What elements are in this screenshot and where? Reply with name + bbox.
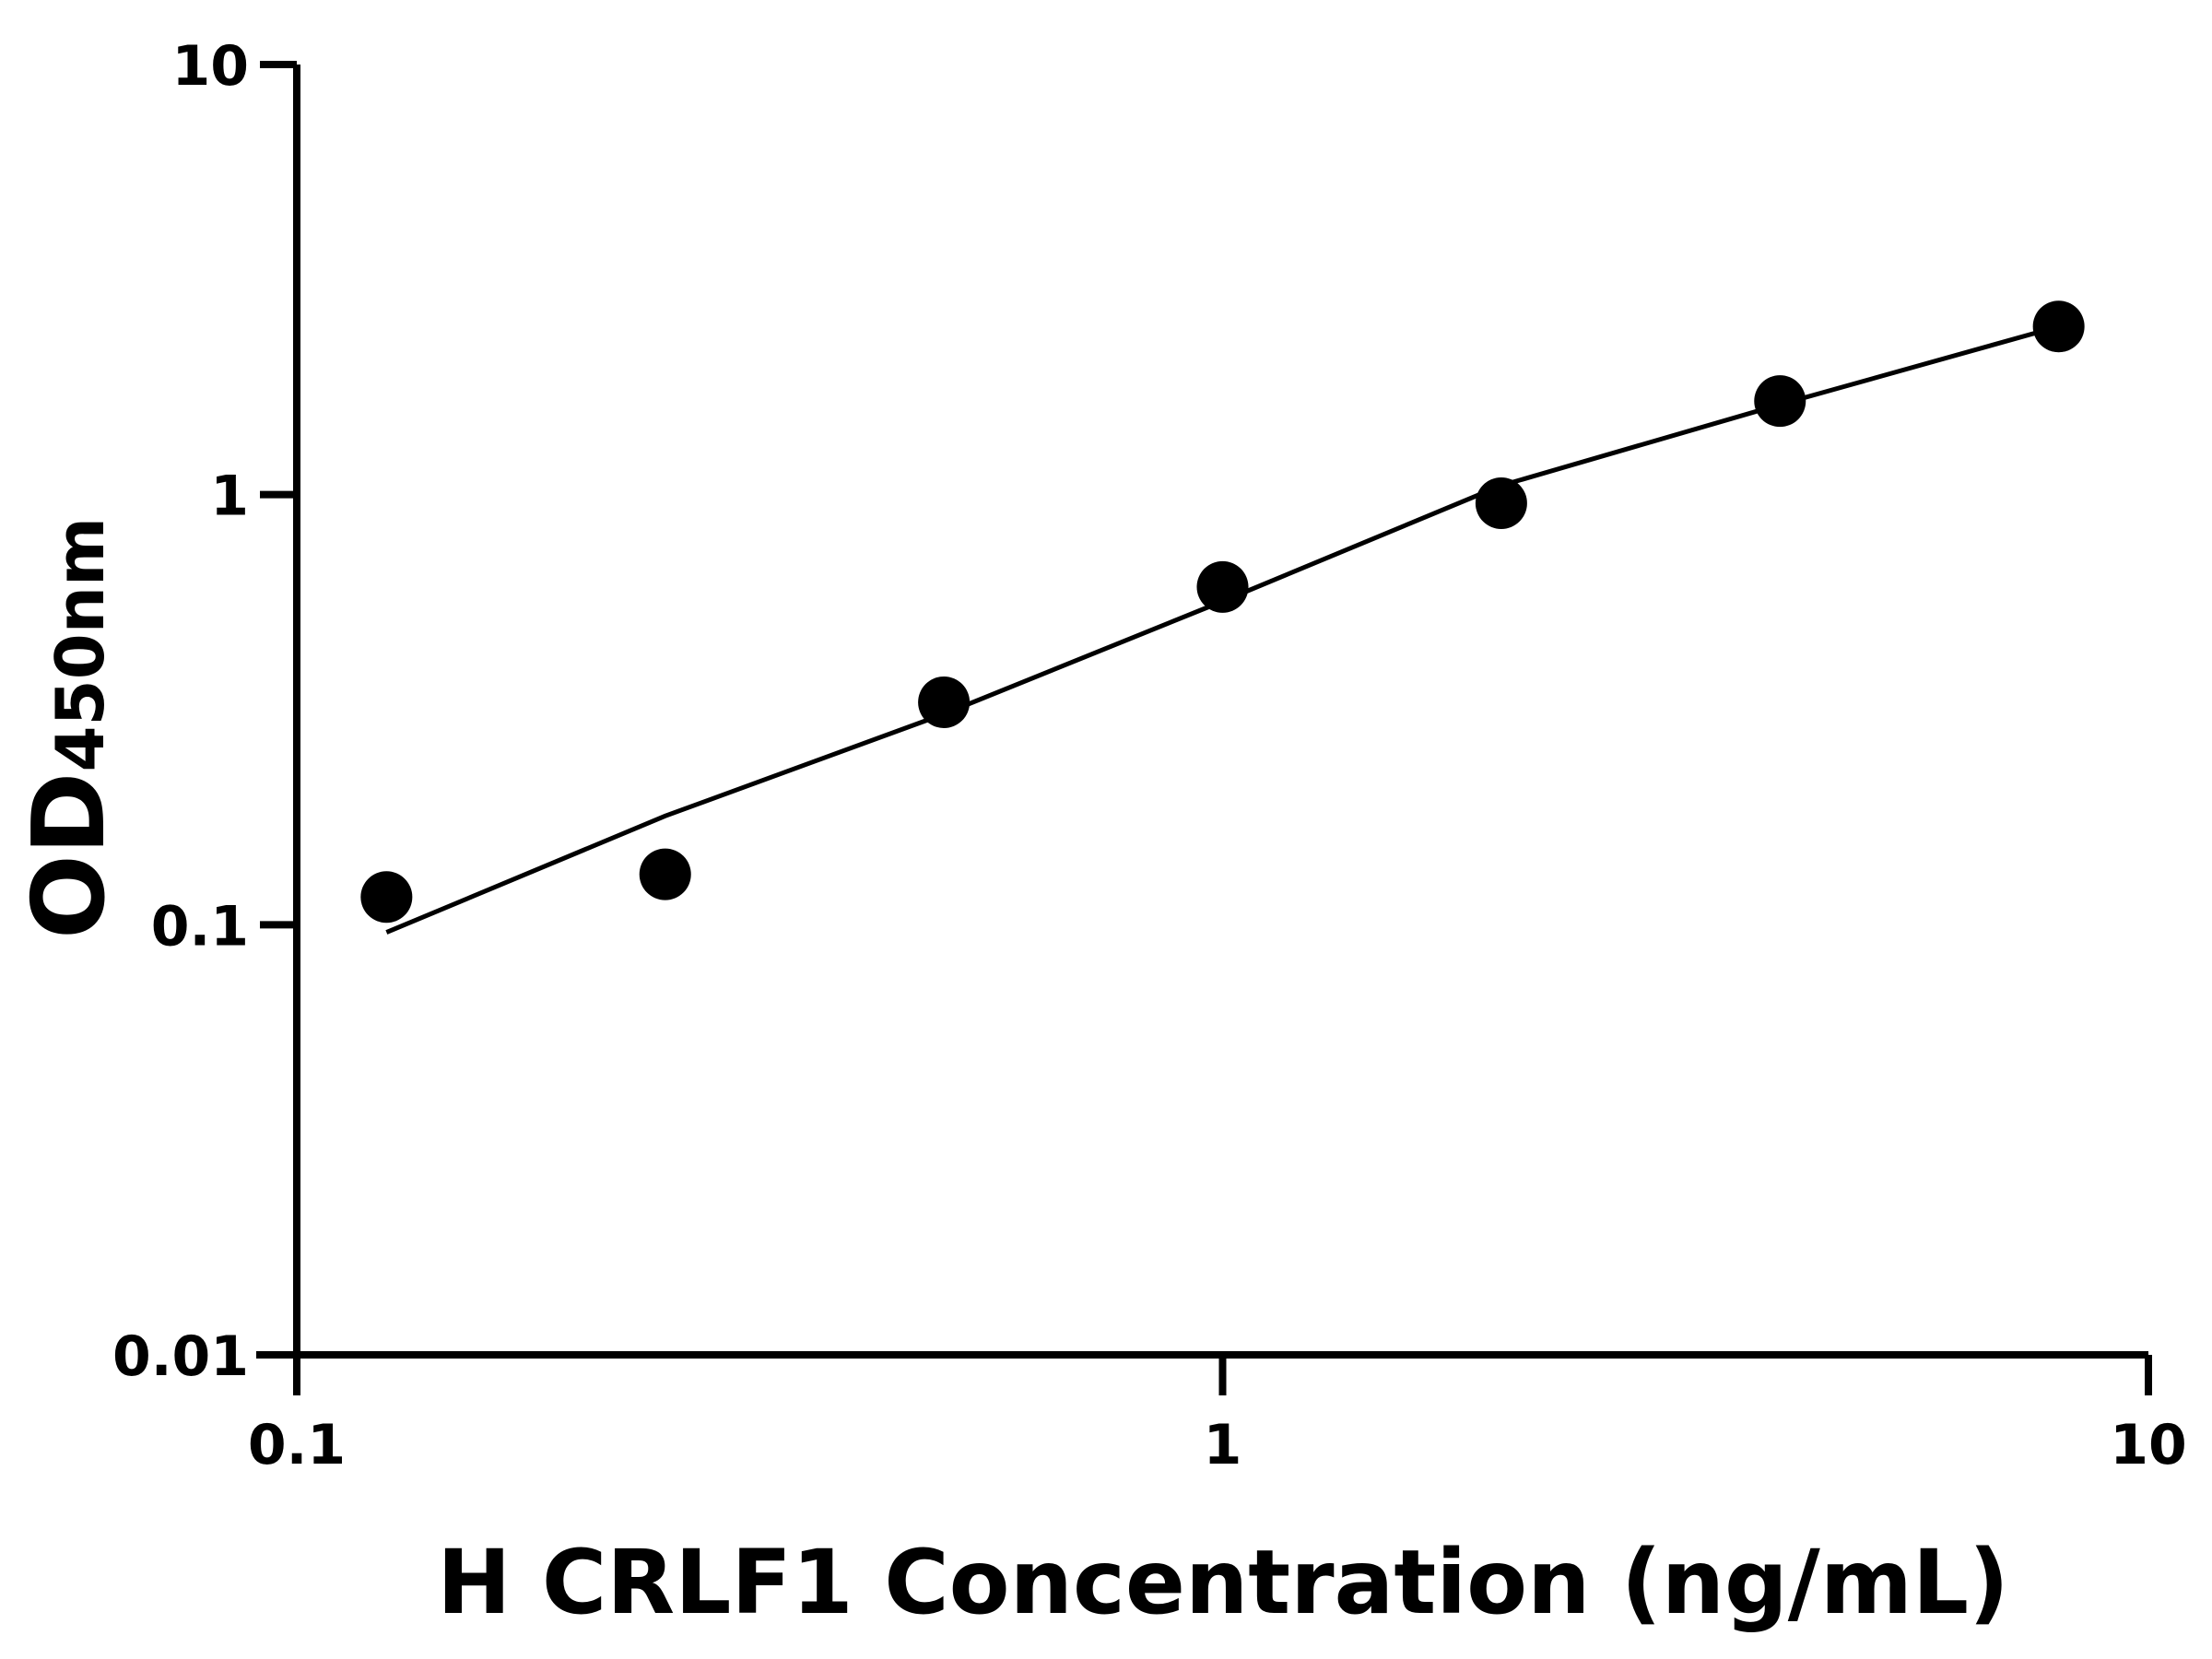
x-tick-label: 1 xyxy=(1204,1413,1242,1477)
y-tick-label: 1 xyxy=(210,465,249,529)
data-point xyxy=(360,871,413,924)
y-label-main: OD xyxy=(12,772,127,939)
data-point xyxy=(1196,560,1249,613)
y-tick-label: 0.1 xyxy=(151,894,249,959)
data-point xyxy=(2032,300,2085,353)
y-tick-label: 0.01 xyxy=(112,1324,249,1389)
fit-curve xyxy=(385,324,2060,935)
x-tick-label: 0.1 xyxy=(248,1413,346,1477)
y-label-subscript: 450nm xyxy=(41,517,119,772)
y-axis-label: OD450nm xyxy=(12,517,127,939)
x-axis-label: H CRLF1 Concentration (ng/mL) xyxy=(437,1531,2009,1634)
data-point xyxy=(639,848,691,900)
x-tick-label: 10 xyxy=(2110,1413,2187,1477)
data-point xyxy=(1475,477,1527,529)
y-tick-label: 10 xyxy=(172,34,250,99)
data-point xyxy=(918,676,971,728)
data-point xyxy=(1754,375,1806,428)
